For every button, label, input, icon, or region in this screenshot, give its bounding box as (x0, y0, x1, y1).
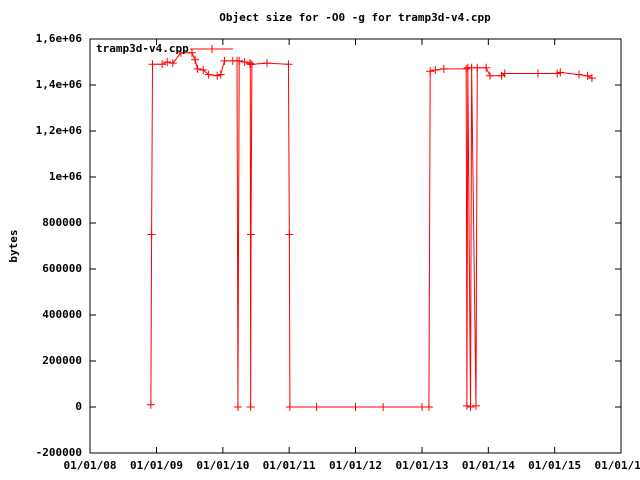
y-tick-label: -200000 (36, 446, 82, 459)
x-tick-label: 01/01/13 (396, 459, 449, 472)
series-line (150, 52, 593, 408)
x-tick-label: 01/01/09 (130, 459, 183, 472)
x-tick-label: 01/01/15 (528, 459, 581, 472)
point-marker (146, 400, 155, 409)
point-marker (193, 64, 202, 73)
point-marker (163, 58, 172, 66)
legend-marker (208, 45, 216, 53)
point-marker (471, 401, 480, 410)
point-marker (533, 69, 542, 78)
point-marker (247, 60, 256, 69)
point-marker (418, 403, 427, 411)
point-marker (158, 60, 167, 69)
y-tick-label: 400000 (42, 308, 82, 321)
point-marker (240, 58, 249, 66)
point-marker (191, 55, 200, 64)
point-marker (485, 71, 494, 80)
y-tick-label: 0 (75, 400, 82, 413)
point-marker (213, 71, 222, 80)
point-marker (439, 64, 448, 73)
y-tick-label: 1,2e+06 (36, 124, 83, 137)
point-marker (351, 403, 360, 411)
point-marker (379, 403, 388, 411)
plot-border (89, 38, 622, 454)
point-marker (587, 74, 596, 83)
point-marker (220, 56, 229, 65)
point-marker (500, 69, 509, 78)
point-marker (147, 230, 156, 239)
point-marker (583, 71, 592, 80)
y-axis-label: bytes (7, 229, 20, 262)
x-tick-label: 01/01/08 (64, 459, 117, 472)
point-marker (556, 68, 565, 77)
point-marker (482, 63, 491, 72)
point-marker (431, 66, 440, 75)
point-marker (285, 403, 294, 411)
point-marker (148, 60, 157, 69)
y-tick-label: 1,6e+06 (36, 32, 83, 45)
point-marker (285, 230, 294, 239)
x-tick-label: 01/01/16 (595, 459, 640, 472)
point-marker (247, 230, 256, 239)
y-tick-label: 800000 (42, 216, 82, 229)
x-tick-label: 01/01/11 (263, 459, 316, 472)
y-tick-label: 600000 (42, 262, 82, 275)
x-tick-label: 01/01/14 (462, 459, 515, 472)
y-tick-label: 1,4e+06 (36, 78, 83, 91)
point-marker (462, 401, 471, 410)
point-marker (426, 67, 435, 76)
chart-title: Object size for -O0 -g for tramp3d-v4.cp… (219, 11, 491, 24)
point-marker (263, 59, 271, 68)
point-marker (473, 63, 482, 72)
point-marker (204, 70, 213, 79)
point-marker (575, 70, 584, 79)
point-marker (462, 64, 471, 73)
legend-label: tramp3d-v4.cpp (96, 42, 189, 55)
point-marker (168, 59, 177, 68)
point-marker (233, 403, 242, 411)
point-marker (216, 70, 225, 79)
point-marker (235, 56, 244, 65)
point-marker (284, 60, 293, 69)
point-marker (176, 48, 185, 57)
point-marker (466, 403, 475, 411)
point-marker (312, 403, 321, 411)
point-marker (187, 48, 196, 57)
point-marker (199, 66, 208, 75)
y-tick-label: 1e+06 (49, 170, 82, 183)
point-marker (424, 403, 433, 411)
y-tick-label: 200000 (42, 354, 82, 367)
x-tick-label: 01/01/12 (329, 459, 382, 472)
x-tick-label: 01/01/10 (196, 459, 249, 472)
point-marker (246, 403, 255, 411)
